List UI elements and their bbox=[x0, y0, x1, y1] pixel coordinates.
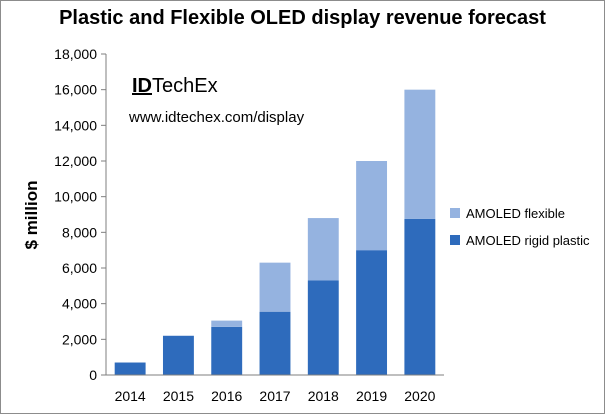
y-tick-label: 4,000 bbox=[62, 296, 97, 312]
x-tick-label: 2018 bbox=[308, 388, 339, 404]
y-axis-ticks: 0 2,000 4,000 6,000 8,000 10,000 12,000 14,000 1… bbox=[54, 46, 106, 383]
legend-swatch-rigid-plastic bbox=[450, 235, 460, 245]
legend-label-flexible: AMOLED flexible bbox=[466, 205, 565, 221]
bar-rigid-plastic-2018 bbox=[307, 280, 339, 375]
bar-rigid-plastic-2019 bbox=[356, 250, 388, 375]
x-tick-label: 2014 bbox=[115, 388, 146, 404]
bar-rigid-plastic-2015 bbox=[162, 335, 194, 375]
legend-swatch-flexible bbox=[450, 208, 460, 218]
legend-item-flexible: AMOLED flexible bbox=[450, 205, 565, 221]
bar-rigid-plastic-2014 bbox=[114, 362, 146, 375]
bar-flexible-2019 bbox=[356, 161, 388, 251]
x-axis-ticks: 2014 2015 2016 2017 2018 2019 2020 bbox=[115, 388, 436, 404]
bar-flexible-2018 bbox=[307, 218, 339, 281]
y-tick-label: 2,000 bbox=[62, 331, 97, 347]
legend-label-rigid-plastic: AMOLED rigid plastic bbox=[466, 232, 590, 248]
y-tick-label: 16,000 bbox=[54, 82, 97, 98]
legend-item-rigid-plastic: AMOLED rigid plastic bbox=[450, 232, 590, 248]
y-tick-label: 6,000 bbox=[62, 260, 97, 276]
bar-rigid-plastic-2017 bbox=[259, 311, 291, 375]
y-tick-label: 14,000 bbox=[54, 117, 97, 133]
y-tick-label: 10,000 bbox=[54, 189, 97, 205]
x-tick-label: 2015 bbox=[163, 388, 194, 404]
y-tick-label: 8,000 bbox=[62, 224, 97, 240]
y-tick-label: 18,000 bbox=[54, 46, 97, 62]
chart-title: Plastic and Flexible OLED display revenu… bbox=[59, 7, 546, 29]
brand-url: www.idtechex.com/display bbox=[129, 109, 305, 126]
x-tick-label: 2016 bbox=[211, 388, 242, 404]
logo-id-text: ID bbox=[132, 75, 152, 97]
bar-flexible-2016 bbox=[211, 320, 243, 327]
bar-flexible-2017 bbox=[259, 262, 291, 312]
bar-rigid-plastic-2020 bbox=[404, 218, 436, 375]
x-tick-label: 2020 bbox=[404, 388, 435, 404]
bar-rigid-plastic-2016 bbox=[211, 326, 243, 375]
bar-flexible-2020 bbox=[404, 89, 436, 219]
y-tick-label: 12,000 bbox=[54, 153, 97, 169]
bar-series bbox=[114, 89, 436, 375]
idtechex-logo: IDTechEx bbox=[132, 75, 218, 98]
y-axis-label: $ million bbox=[22, 181, 41, 250]
x-tick-label: 2019 bbox=[356, 388, 387, 404]
y-tick-label: 0 bbox=[89, 367, 97, 383]
logo-rest-text: TechEx bbox=[152, 75, 218, 97]
x-tick-label: 2017 bbox=[259, 388, 290, 404]
